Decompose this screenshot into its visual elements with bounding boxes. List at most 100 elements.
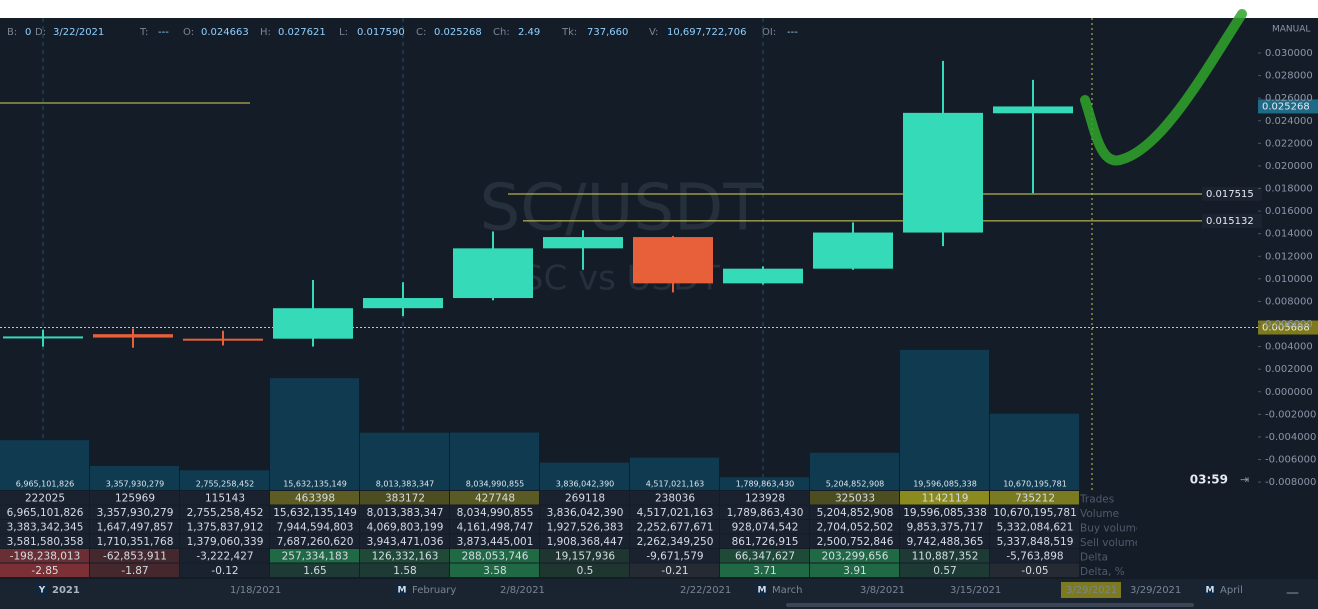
y-tick-label: -0.002000 [1265, 409, 1316, 420]
table-cell [540, 505, 629, 519]
table-value: 8,034,990,855 [457, 507, 534, 519]
table-cell [990, 520, 1079, 534]
table-cell [630, 534, 719, 548]
info-label: OI: [762, 27, 776, 38]
volume-bar [990, 413, 1079, 490]
table-cell [270, 491, 359, 505]
table-cell [90, 491, 179, 505]
table-value: 861,726,915 [732, 536, 799, 548]
time-label: 2/22/2021 [680, 585, 731, 596]
candle-body [633, 237, 713, 284]
table-cell [990, 491, 1079, 505]
y-tick-label: 0.002000 [1265, 364, 1313, 375]
table-cell [0, 534, 89, 548]
info-label: B: [7, 27, 17, 38]
table-cell [180, 505, 269, 519]
table-cell [270, 534, 359, 548]
volume-label: 19,596,085,338 [913, 480, 977, 489]
table-cell [810, 563, 899, 577]
candle-body [183, 338, 263, 341]
table-cell [720, 534, 809, 548]
table-value: 110,887,352 [912, 550, 979, 562]
table-value: 1,647,497,857 [97, 521, 174, 533]
table-cell [540, 491, 629, 505]
table-value: 3.58 [483, 565, 506, 577]
y-tick-label: 0.030000 [1265, 48, 1313, 59]
table-value: 1.65 [303, 565, 326, 577]
table-cell [720, 505, 809, 519]
volume-label: 8,013,383,347 [376, 480, 435, 489]
table-value: 427748 [475, 492, 515, 504]
price-tag-label: 0.025268 [1262, 101, 1310, 112]
table-value: 203,299,656 [822, 550, 889, 562]
scroll-end[interactable]: ⇥ [1240, 473, 1249, 486]
volume-bar [810, 452, 899, 490]
table-cell [360, 491, 449, 505]
table-cell [90, 563, 179, 577]
table-cell [810, 505, 899, 519]
price-tag [1202, 186, 1262, 201]
time-label: 1/18/2021 [230, 585, 281, 596]
table-cell [540, 534, 629, 548]
row-label: Delta, % [1080, 566, 1125, 578]
table-cell [0, 549, 89, 563]
table-cell [990, 549, 1079, 563]
table-value: -3,222,427 [196, 550, 253, 562]
period-badge [1204, 583, 1216, 596]
time-label: 3/29/2021 [1066, 585, 1117, 596]
table-cell [630, 520, 719, 534]
y-tick-label: 0.020000 [1265, 161, 1313, 172]
volume-label: 2,755,258,452 [196, 480, 255, 489]
table-cell [450, 491, 539, 505]
price-tag [1258, 99, 1318, 114]
table-value: -0.12 [211, 565, 238, 577]
table-cell [0, 563, 89, 577]
table-value: 2,704,052,502 [817, 521, 894, 533]
info-label: L: [339, 27, 348, 38]
table-cell [270, 505, 359, 519]
table-value: 222025 [25, 492, 65, 504]
table-value: 19,157,936 [555, 550, 615, 562]
table-value: -2.85 [31, 565, 58, 577]
y-tick-label: 0.016000 [1265, 206, 1313, 217]
scrollbar[interactable] [786, 603, 1194, 607]
table-value: 5,332,084,621 [997, 521, 1074, 533]
info-value: 0.025268 [434, 27, 482, 38]
info-label: H: [260, 27, 271, 38]
y-tick-label: 0.028000 [1265, 71, 1313, 82]
table-cell [990, 563, 1079, 577]
table-value: 9,853,375,717 [907, 521, 984, 533]
table-value: 4,517,021,163 [637, 507, 714, 519]
price-tag [1202, 213, 1262, 228]
checkmark-drawing [1080, 9, 1247, 166]
table-value: 3,943,471,036 [367, 536, 444, 548]
table-value: 3.91 [843, 565, 866, 577]
table-value: -198,238,013 [10, 550, 81, 562]
table-cell [180, 534, 269, 548]
candle-timer: 03:59 [1190, 473, 1228, 487]
table-cell [360, 534, 449, 548]
candle-body [363, 298, 443, 309]
table-cell [270, 563, 359, 577]
table-cell [0, 491, 89, 505]
volume-bar [900, 349, 989, 490]
volume-label: 3,357,930,279 [106, 480, 165, 489]
volume-label: 15,632,135,149 [283, 480, 347, 489]
info-label: T: [139, 27, 148, 38]
table-value: 2,500,752,846 [817, 536, 894, 548]
info-value: --- [787, 27, 798, 38]
table-value: 3,357,930,279 [97, 507, 174, 519]
y-tick-label: 0.006000 [1265, 319, 1313, 330]
table-cell [810, 534, 899, 548]
y-tick-label: 0.022000 [1265, 138, 1313, 149]
row-label-mask [1137, 491, 1318, 579]
volume-label: 1,789,863,430 [736, 480, 795, 489]
table-value: 126,332,163 [372, 550, 439, 562]
scale-mode: MANUAL [1272, 25, 1310, 35]
volume-bar [270, 378, 359, 490]
table-value: 383172 [385, 492, 425, 504]
table-value: 1,908,368,447 [547, 536, 624, 548]
period-badge [36, 583, 48, 596]
y-tick-label: 0.014000 [1265, 229, 1313, 240]
